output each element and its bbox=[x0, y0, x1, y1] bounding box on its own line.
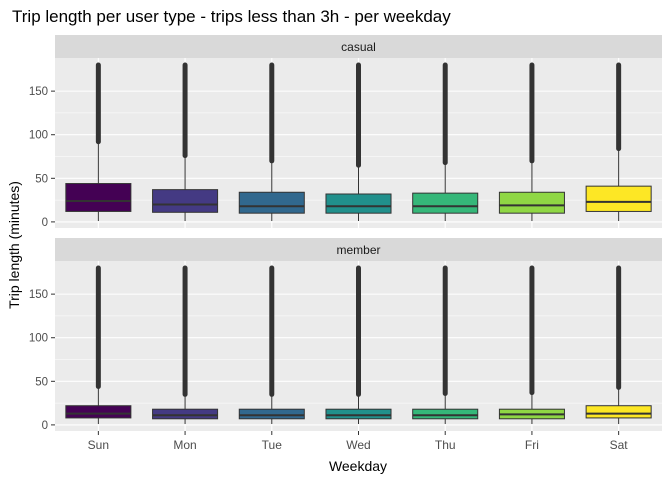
chart-title: Trip length per user type - trips less t… bbox=[12, 7, 451, 26]
y-axis-title: Trip length (minutes) bbox=[6, 181, 22, 309]
box-member-fri bbox=[498, 265, 565, 425]
box-iqr bbox=[412, 192, 479, 214]
facet-strip bbox=[55, 238, 662, 261]
box-casual-mon bbox=[152, 62, 219, 222]
y-tick-label: 150 bbox=[29, 86, 48, 98]
box-iqr bbox=[238, 408, 305, 420]
y-tick-label: 0 bbox=[42, 420, 48, 432]
box-member-thu bbox=[412, 265, 479, 425]
facet-strip-label: member bbox=[336, 243, 380, 257]
box-casual-thu bbox=[412, 62, 479, 222]
box-member-tue bbox=[238, 265, 305, 425]
panels-layer: casual 0 50 100 150 member 0 50 100 150 Sun Mon Tue W… bbox=[29, 35, 662, 452]
box-casual-fri bbox=[498, 62, 565, 222]
y-tick-label: 100 bbox=[29, 130, 48, 142]
box-iqr bbox=[325, 193, 392, 214]
y-tick-label: 50 bbox=[35, 376, 48, 388]
y-tick-label: 150 bbox=[29, 289, 48, 301]
facet-panel-member: member 0 50 100 150 Sun Mon Tue Wed Thu Fri Sat bbox=[29, 238, 662, 452]
facet-strip-label: casual bbox=[341, 40, 376, 54]
box-iqr bbox=[238, 191, 305, 214]
y-tick-label: 50 bbox=[35, 173, 48, 185]
box-casual-wed bbox=[325, 62, 392, 222]
x-tick-label: Sat bbox=[610, 438, 629, 452]
box-iqr bbox=[585, 185, 652, 212]
box-iqr bbox=[65, 405, 132, 419]
box-casual-tue bbox=[238, 62, 305, 222]
box-iqr bbox=[65, 183, 132, 212]
facet-panel-casual: casual 0 50 100 150 bbox=[29, 35, 662, 229]
box-iqr bbox=[325, 408, 392, 420]
box-member-wed bbox=[325, 265, 392, 425]
box-iqr bbox=[585, 405, 652, 419]
box-member-sun bbox=[65, 265, 132, 425]
box-iqr bbox=[498, 191, 565, 214]
facet-strip bbox=[55, 35, 662, 58]
x-tick-label: Sun bbox=[88, 438, 109, 452]
x-tick-label: Thu bbox=[435, 438, 456, 452]
x-axis-title: Weekday bbox=[329, 458, 387, 474]
box-member-sat bbox=[585, 265, 652, 425]
box-member-mon bbox=[152, 265, 219, 425]
x-tick-label: Tue bbox=[262, 438, 283, 452]
box-iqr bbox=[152, 408, 219, 420]
box-casual-sun bbox=[65, 62, 132, 222]
x-tick-label: Mon bbox=[173, 438, 196, 452]
y-tick-label: 100 bbox=[29, 333, 48, 345]
box-iqr bbox=[412, 408, 479, 420]
box-casual-sat bbox=[585, 62, 652, 222]
y-tick-label: 0 bbox=[42, 217, 48, 229]
x-tick-label: Fri bbox=[525, 438, 539, 452]
box-iqr bbox=[152, 189, 219, 213]
x-tick-label: Wed bbox=[346, 438, 370, 452]
